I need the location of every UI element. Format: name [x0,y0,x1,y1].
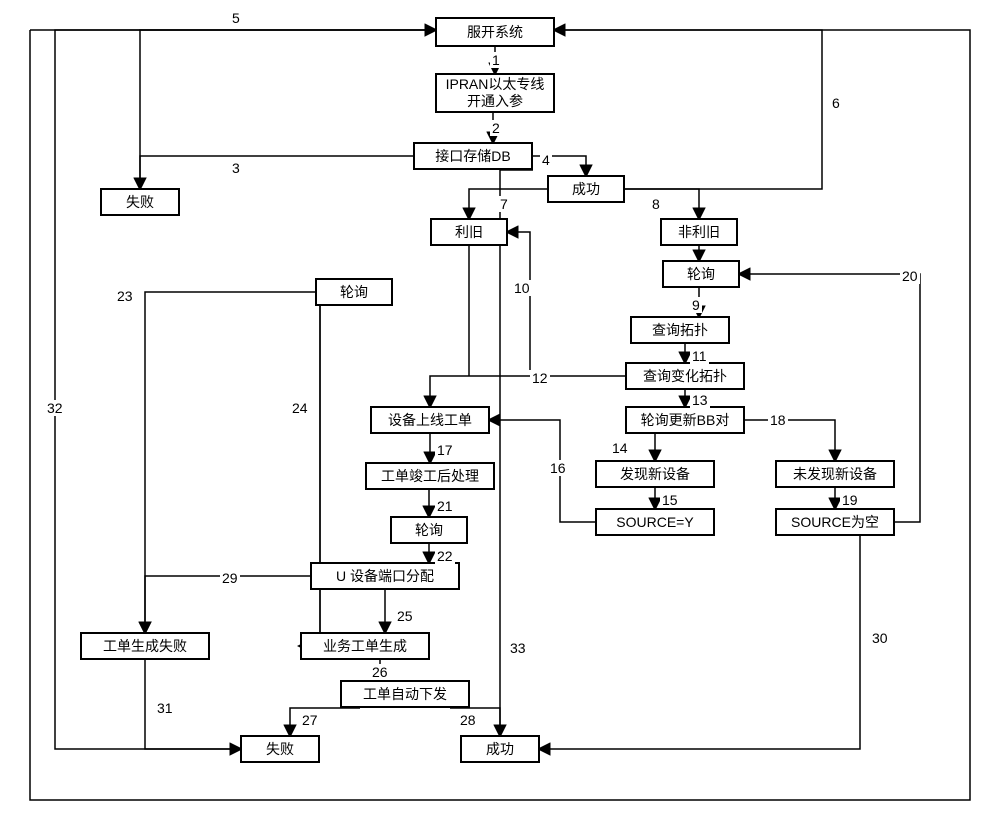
node-succ2: 成功 [460,735,540,763]
node-srcy: SOURCE=Y [595,508,715,536]
edge-label-13: 13 [690,392,710,408]
edge-label-7: 7 [498,196,510,212]
edge-label-9: 9 [690,297,702,313]
edge-label-22: 22 [435,548,455,564]
edge-label-24: 24 [290,400,310,416]
edge-label-31: 31 [155,700,175,716]
node-db: 接口存储DB [413,142,533,170]
node-bgen: 业务工单生成 [300,632,430,660]
node-nfnew: 未发现新设备 [775,460,895,488]
node-qchgtopo: 查询变化拓扑 [625,362,745,390]
flowchart-canvas: 服开系统 IPRAN以太专线 开通入参 接口存储DB 失败 成功 利旧 非利旧 … [0,0,1000,816]
edge-label-20: 20 [900,268,920,284]
node-fnew: 发现新设备 [595,460,715,488]
node-poll-r: 轮询 [662,260,740,288]
edge-label-8: 8 [650,196,662,212]
edge-label-3: 3 [230,160,242,176]
edge-label-26: 26 [370,664,390,680]
edge-label-16: 16 [548,460,568,476]
edge-label-15: 15 [660,492,680,508]
node-srcn: SOURCE为空 [775,508,895,536]
node-poll-m: 轮询 [390,516,468,544]
edge-label-1: 1 [490,52,502,68]
edge-label-2: 2 [490,120,502,136]
edge-label-12: 12 [530,370,550,386]
node-fail2: 失败 [240,735,320,763]
edge-label-21: 21 [435,498,455,514]
node-devon: 设备上线工单 [370,406,490,434]
node-ipran: IPRAN以太专线 开通入参 [435,73,555,113]
node-lij: 利旧 [430,218,508,246]
edge-label-18: 18 [768,412,788,428]
edge-label-33: 33 [508,640,528,656]
edge-label-4: 4 [540,152,552,168]
edge-label-17: 17 [435,442,455,458]
edge-label-28: 28 [458,712,478,728]
node-succ1: 成功 [547,175,625,203]
edge-label-10: 10 [512,280,532,296]
node-qtopo: 查询拓扑 [630,316,730,344]
node-wfail: 工单生成失败 [80,632,210,660]
node-fail1: 失败 [100,188,180,216]
node-pollbb: 轮询更新BB对 [625,406,745,434]
node-poll-l: 轮询 [315,278,393,306]
node-post: 工单竣工后处理 [365,462,495,490]
node-auto: 工单自动下发 [340,680,470,708]
node-sys: 服开系统 [435,17,555,47]
edge-label-19: 19 [840,492,860,508]
node-uport: U 设备端口分配 [310,562,460,590]
edge-label-27: 27 [300,712,320,728]
edge-label-25: 25 [395,608,415,624]
edge-label-6: 6 [830,95,842,111]
edge-label-11: 11 [690,348,709,364]
node-flij: 非利旧 [660,218,738,246]
edge-label-5: 5 [230,10,242,26]
edge-label-32: 32 [45,400,65,416]
edge-label-23: 23 [115,288,135,304]
edge-label-30: 30 [870,630,890,646]
edge-label-14: 14 [610,440,630,456]
edge-label-29: 29 [220,570,240,586]
